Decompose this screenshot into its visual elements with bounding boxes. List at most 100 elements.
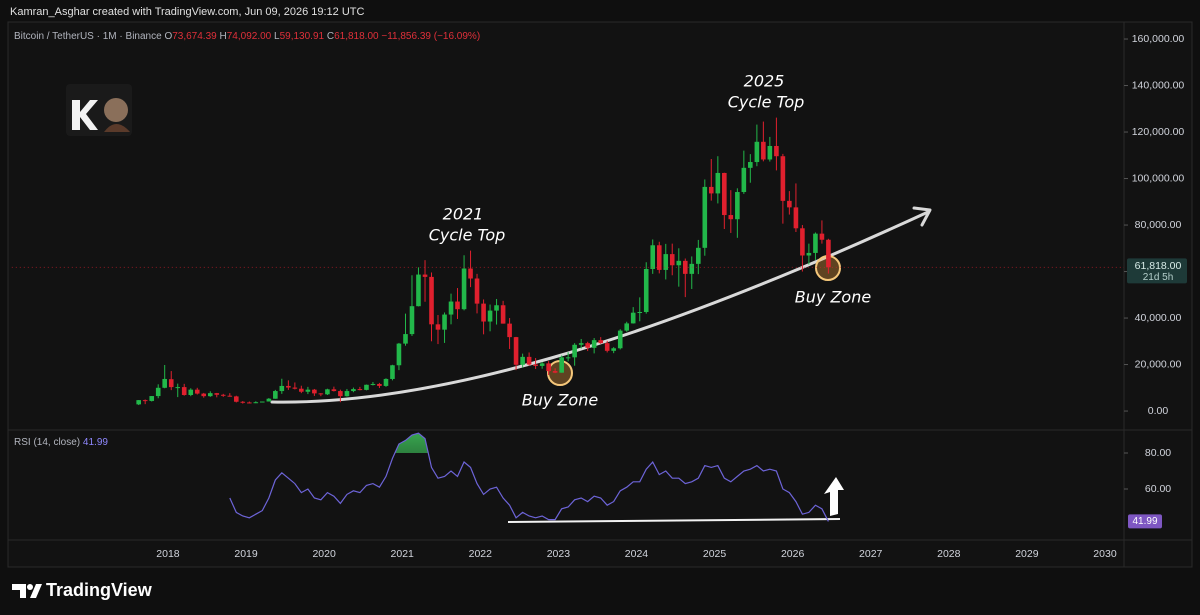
candle-body	[650, 245, 656, 269]
candle-body	[233, 396, 239, 402]
candle-body	[513, 337, 519, 365]
candle-body	[168, 379, 174, 388]
rsi-support-line	[507, 518, 841, 523]
brand: TradingView	[46, 580, 153, 600]
candle-body	[461, 268, 467, 310]
candle-body	[207, 393, 213, 397]
ohlc-key: C	[327, 31, 334, 42]
y-tick-label: 100,000.00	[1132, 172, 1185, 184]
candle-body	[761, 141, 766, 160]
candle-body	[416, 274, 421, 307]
candle-body	[806, 252, 812, 256]
brand-logo	[12, 584, 42, 598]
y-tick-label: 160,000.00	[1132, 33, 1185, 45]
candle-body	[273, 391, 278, 399]
x-tick-label: 2024	[625, 548, 649, 560]
candle-body	[422, 274, 428, 277]
candle-body	[637, 311, 643, 313]
candle-body	[494, 305, 499, 311]
candle-body	[396, 343, 402, 366]
ohlc-value: 73,674.39	[172, 31, 217, 42]
candle-body	[598, 340, 604, 344]
candle-body	[539, 363, 545, 366]
candle-body	[370, 383, 376, 385]
candle-body	[286, 385, 291, 388]
candle-body	[253, 402, 259, 404]
candle-body	[227, 395, 233, 397]
candle-body	[344, 391, 350, 397]
candle-body	[136, 400, 141, 405]
last-price-badge	[1127, 258, 1187, 284]
rsi-name: RSI (14, close)	[14, 437, 80, 448]
candle-body	[364, 384, 369, 390]
rsi-up-arrow	[824, 477, 844, 516]
candle-body	[279, 385, 285, 392]
candle-body	[175, 387, 181, 389]
candle-body	[617, 330, 623, 349]
candle-body	[299, 388, 304, 392]
candle-body	[682, 260, 688, 274]
candle-body	[754, 141, 760, 163]
candle-body	[793, 207, 799, 229]
ohlc-key: H	[220, 31, 227, 42]
candle-body	[533, 364, 538, 366]
candle-body	[312, 389, 317, 394]
x-tick-label: 2026	[781, 548, 805, 560]
candle-body	[390, 365, 395, 379]
trend-arrow-head	[912, 206, 932, 227]
candle-body	[214, 393, 220, 395]
candle-body	[780, 156, 786, 201]
candle-body	[748, 162, 753, 168]
candle-body	[240, 401, 246, 403]
candle-body	[585, 343, 590, 348]
candle-body	[630, 312, 636, 324]
candle-body	[520, 356, 525, 365]
y-tick-label: 140,000.00	[1132, 79, 1185, 91]
candle-body	[201, 393, 207, 397]
change: −11,856.39 (−16.09%)	[381, 31, 480, 42]
x-tick-label: 2030	[1093, 548, 1117, 560]
candle-body	[181, 387, 187, 396]
candle-body	[728, 215, 734, 220]
x-tick-label: 2028	[937, 548, 961, 560]
annotation: Cycle Top	[429, 226, 506, 245]
chart-frame	[7, 21, 1193, 568]
candle-body	[325, 389, 330, 395]
candle-body	[351, 389, 356, 392]
ohlc-key: O	[164, 31, 172, 42]
candle-body	[559, 357, 564, 373]
candle-body	[338, 391, 343, 397]
symbol-legend: Bitcoin / TetherUS · 1M · Binance O73,67…	[14, 31, 480, 42]
candle-body	[162, 378, 167, 388]
x-tick-label: 2025	[703, 548, 727, 560]
candle-body	[813, 233, 818, 253]
rsi-line	[229, 432, 829, 522]
candle-body	[591, 340, 597, 348]
candle-body	[155, 387, 161, 397]
candle-body	[708, 186, 714, 194]
candle-body	[481, 303, 486, 322]
candle-body	[318, 393, 324, 395]
candle-body	[448, 301, 454, 315]
candle-body	[715, 172, 721, 194]
y-tick-label: 60.00	[1145, 483, 1171, 495]
ohlc-value: 61,818.00	[334, 31, 379, 42]
candle-body	[826, 239, 831, 268]
candle-body	[429, 276, 434, 325]
rsi-badge-label: 41.99	[1132, 516, 1157, 527]
candle-body	[435, 324, 441, 330]
ohlc-value: 74,092.00	[227, 31, 272, 42]
candle-body	[696, 247, 701, 264]
symbol: Bitcoin / TetherUS · 1M · Binance	[14, 31, 162, 42]
candle-body	[259, 401, 265, 403]
x-tick-label: 2027	[859, 548, 883, 560]
annotation: 2021	[443, 205, 484, 224]
candle-body	[442, 314, 447, 330]
candle-body	[787, 200, 792, 208]
candle-body	[403, 334, 408, 344]
y-tick-label: 80,000.00	[1135, 219, 1182, 231]
annotation: 2025	[744, 72, 785, 91]
candle-body	[604, 343, 610, 351]
candle-body	[663, 254, 669, 270]
